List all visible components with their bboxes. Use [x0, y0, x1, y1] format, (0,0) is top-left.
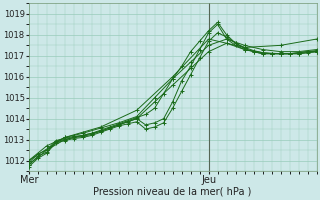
X-axis label: Pression niveau de la mer( hPa ): Pression niveau de la mer( hPa ) — [93, 187, 252, 197]
